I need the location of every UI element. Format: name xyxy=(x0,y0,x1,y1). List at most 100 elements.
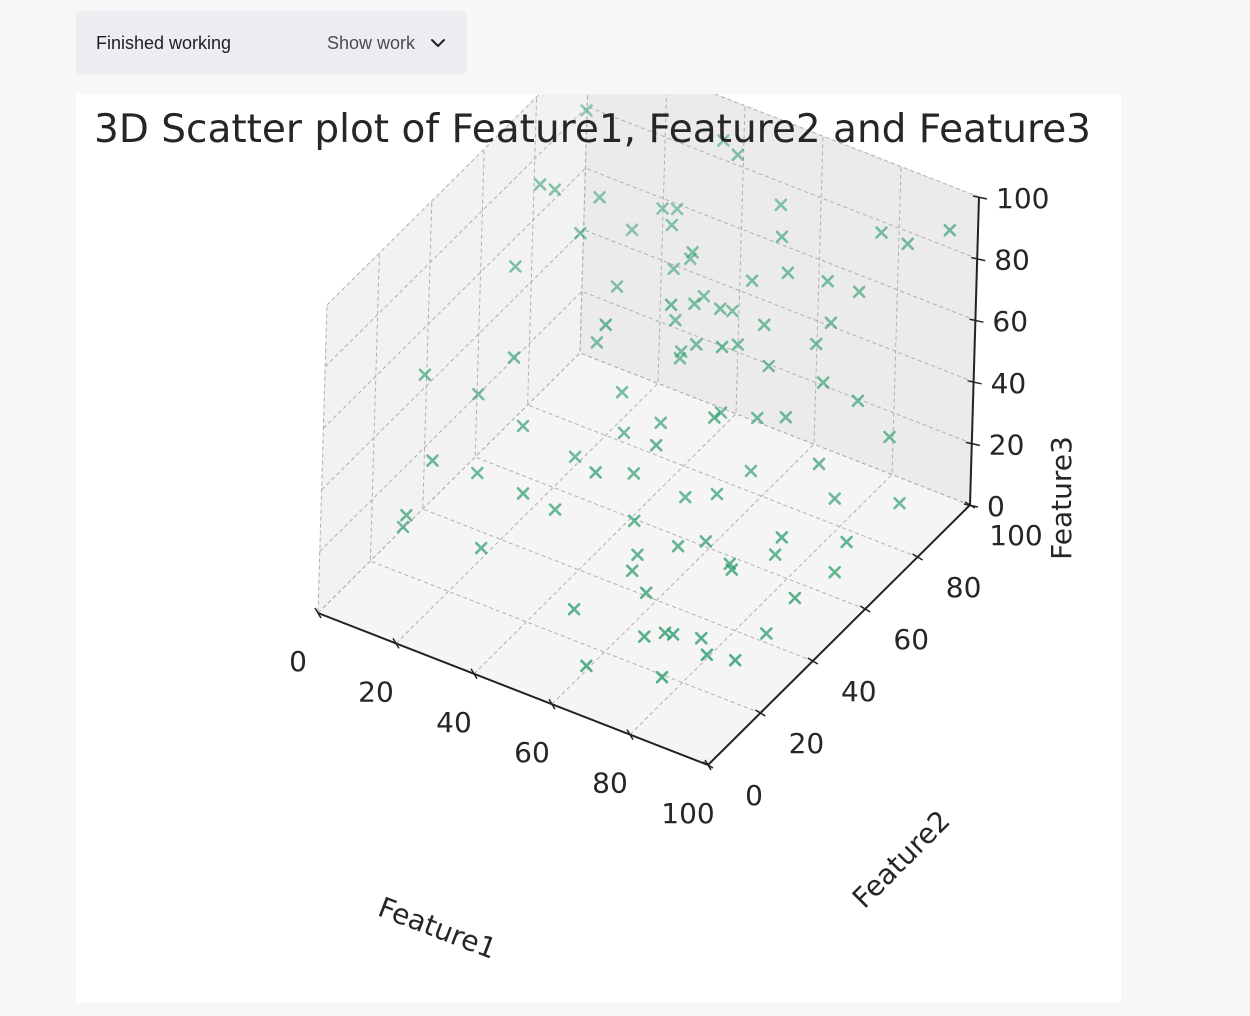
gridline-y xyxy=(369,252,761,714)
y-tick-label: 20 xyxy=(789,727,825,760)
data-point xyxy=(809,337,823,351)
data-point xyxy=(745,274,759,287)
data-point xyxy=(726,304,739,318)
data-point xyxy=(757,318,771,332)
data-point xyxy=(852,285,866,299)
data-point xyxy=(816,376,830,389)
data-point xyxy=(666,628,680,641)
gridline-y xyxy=(527,96,918,558)
gridline-x xyxy=(473,105,746,675)
data-point xyxy=(590,336,604,349)
gridline-x xyxy=(629,166,902,735)
data-point xyxy=(548,183,562,196)
data-point xyxy=(699,535,713,548)
data-point xyxy=(426,454,439,467)
z-tick-mark xyxy=(965,441,980,447)
data-point xyxy=(893,496,906,510)
data-point xyxy=(548,503,562,516)
x-tick-mark xyxy=(470,668,478,680)
y-axis-label: Feature2 xyxy=(846,804,957,915)
data-point xyxy=(654,416,668,430)
data-point xyxy=(725,563,739,576)
data-point xyxy=(762,359,776,373)
data-point xyxy=(744,464,758,478)
data-point xyxy=(901,237,915,251)
data-point xyxy=(731,148,745,162)
data-point xyxy=(617,426,631,440)
data-point xyxy=(639,586,653,600)
z-tick-label: 40 xyxy=(991,367,1027,400)
data-point xyxy=(631,548,644,562)
data-point xyxy=(750,411,764,425)
data-point xyxy=(516,487,530,500)
data-point xyxy=(418,368,432,382)
y-tick-mark xyxy=(702,761,714,769)
chart-title: 3D Scatter plot of Feature1, Feature2 an… xyxy=(94,107,1091,152)
gridline-x xyxy=(551,136,824,705)
show-work-label: Show work xyxy=(326,32,415,53)
chart-panel: 0 20 40 60 80 100 0 20 40 60 80 100 0 20 40 60 80 100 Feat… xyxy=(76,94,1121,1003)
data-point xyxy=(683,252,697,266)
data-point xyxy=(812,457,826,471)
data-point xyxy=(533,178,547,191)
data-point xyxy=(713,302,727,315)
data-point xyxy=(775,230,789,244)
data-point xyxy=(573,226,587,240)
data-point xyxy=(470,466,484,480)
data-point xyxy=(781,266,795,280)
y-axis-line xyxy=(707,504,971,766)
gridline-x xyxy=(395,94,667,644)
data-point xyxy=(943,223,957,237)
scatter-3d-chart: 020406080100020406080100020406080100Feat… xyxy=(94,94,1091,966)
x-axis-label: Feature1 xyxy=(374,891,501,966)
z-axis-label: Feature3 xyxy=(1045,436,1078,560)
x-tick-mark xyxy=(626,729,634,740)
x-tick-label: 60 xyxy=(514,736,550,769)
gridline-y xyxy=(474,148,866,610)
data-point xyxy=(580,104,593,117)
z-tick-mark xyxy=(972,195,988,200)
x-tick-label: 0 xyxy=(289,645,307,678)
x-axis-line xyxy=(317,612,709,766)
data-point xyxy=(673,351,687,365)
data-point xyxy=(599,318,613,332)
z-tick-mark xyxy=(971,256,986,262)
data-point xyxy=(821,274,835,288)
data-point xyxy=(707,411,721,424)
data-point xyxy=(828,492,842,505)
data-point xyxy=(689,338,703,351)
data-point xyxy=(875,226,888,239)
data-point xyxy=(637,630,651,643)
x-tick-mark xyxy=(314,607,322,619)
y-tick-label: 40 xyxy=(841,675,877,708)
data-point xyxy=(828,565,842,579)
y-tick-mark xyxy=(807,657,819,665)
data-point xyxy=(667,262,680,276)
data-point xyxy=(610,280,624,293)
data-point xyxy=(567,602,581,616)
data-point xyxy=(788,591,802,605)
data-point xyxy=(779,410,793,424)
data-point xyxy=(700,648,714,662)
data-point xyxy=(710,487,724,501)
data-point xyxy=(678,490,692,504)
data-point xyxy=(625,564,639,578)
data-point xyxy=(671,539,685,553)
x-tick-label: 20 xyxy=(358,675,394,708)
data-point xyxy=(717,134,730,147)
z-axis-line xyxy=(969,196,980,506)
z-tick-label: 20 xyxy=(989,428,1025,461)
data-point xyxy=(516,419,530,433)
z-tick-label: 100 xyxy=(996,182,1049,215)
data-point xyxy=(686,246,699,259)
data-point xyxy=(883,430,896,444)
show-work-toggle[interactable]: Show work xyxy=(327,33,447,54)
data-point xyxy=(670,202,684,216)
y-tick-label: 0 xyxy=(745,779,763,812)
data-point xyxy=(665,218,679,232)
x-tick-label: 100 xyxy=(661,797,714,830)
data-point xyxy=(715,340,729,354)
gridline-y xyxy=(317,304,709,766)
data-point xyxy=(824,316,838,330)
y-tick-mark xyxy=(912,553,923,561)
